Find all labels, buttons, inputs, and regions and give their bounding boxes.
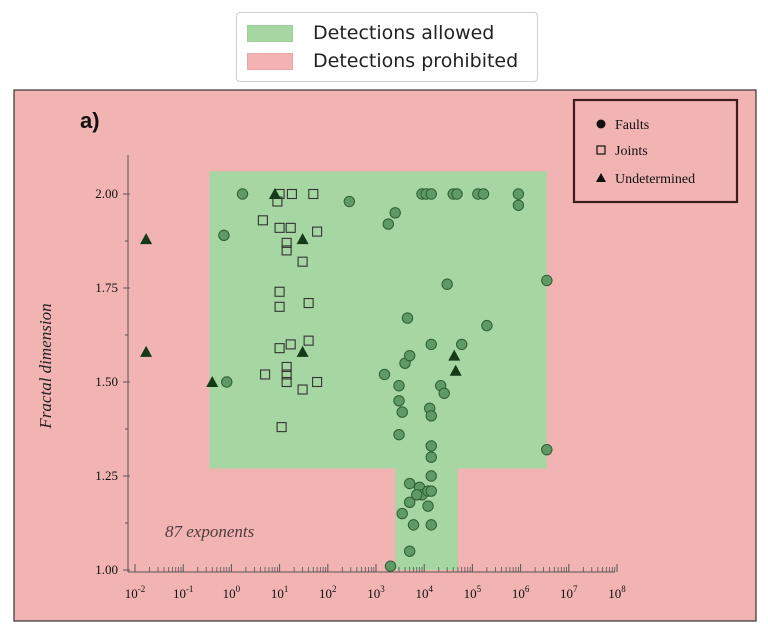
allowed-regions (209, 171, 547, 570)
inner-legend-frame (572, 98, 739, 204)
fault-point (396, 406, 408, 418)
fault-point (403, 496, 416, 509)
data-marks (140, 188, 553, 572)
joint-point (274, 222, 285, 233)
allowed-swatch (247, 24, 293, 42)
fault-point (425, 440, 437, 452)
legend-prohibited-label: Detections prohibited (313, 50, 519, 72)
joint-point (274, 301, 285, 312)
fault-point (441, 278, 453, 290)
fault-point (425, 470, 437, 482)
fault-point (396, 507, 408, 520)
fault-point (425, 519, 437, 531)
fault-point (512, 188, 525, 200)
fault-point (451, 188, 463, 200)
faults-marker-icon (596, 119, 606, 129)
joint-point (257, 215, 268, 226)
fault-point (481, 319, 493, 332)
fault-point (438, 387, 450, 399)
y-tick-label: 1.25 (95, 468, 118, 483)
fault-point (403, 349, 416, 362)
fault-point (541, 274, 553, 287)
panel-label: a) (80, 108, 100, 133)
legend-allowed-label: Detections allowed (313, 22, 495, 44)
fault-point (403, 477, 416, 490)
y-tick-label: 2.00 (95, 186, 118, 201)
fault-point (407, 519, 420, 531)
joint-point (303, 335, 314, 346)
main-legend: Detections allowed Detections prohibited (236, 12, 538, 82)
joint-point (260, 369, 271, 380)
fault-point (425, 451, 437, 463)
allowed-region-0 (209, 171, 547, 469)
inner-legend: Faults Joints Undetermined (572, 98, 739, 204)
joint-point (281, 376, 292, 388)
fault-point (477, 188, 490, 200)
joint-point (281, 245, 292, 256)
joints-marker-icon (596, 145, 606, 155)
fault-point (411, 489, 423, 501)
undetermined-point (140, 345, 153, 357)
fault-point (393, 380, 405, 392)
y-tick-label: 1.75 (95, 280, 118, 295)
fault-point (389, 207, 401, 219)
fault-point (221, 376, 233, 388)
undetermined-point (296, 233, 309, 245)
fault-point (425, 188, 437, 200)
joint-point (286, 188, 297, 200)
prohibited-swatch (247, 52, 293, 70)
fault-point (425, 338, 437, 351)
joint-point (276, 422, 287, 433)
fault-point (378, 368, 391, 381)
joint-point (303, 297, 314, 309)
fault-point (236, 188, 249, 200)
undetermined-point (140, 233, 153, 245)
y-tick-label: 1.50 (95, 374, 118, 389)
inner-legend-faults: Faults (615, 118, 649, 133)
undetermined-point (449, 364, 462, 376)
fault-point (218, 229, 230, 242)
fault-point (512, 199, 525, 211)
inner-legend-undetermined: Undetermined (615, 172, 695, 187)
y-axis-label: Fractal dimension (36, 303, 55, 429)
joint-point (297, 256, 308, 267)
undetermined-point (296, 345, 309, 357)
fault-point (541, 443, 553, 456)
fault-point (422, 500, 434, 512)
joint-point (281, 361, 292, 373)
joint-point (312, 226, 323, 237)
joint-point (285, 222, 296, 233)
annotation: 87 exponents (165, 522, 255, 541)
joint-point (285, 339, 296, 350)
legend-item-allowed: Detections allowed (247, 22, 495, 44)
undetermined-marker-icon (596, 173, 606, 182)
joint-point (274, 343, 285, 354)
joint-point (274, 286, 285, 297)
fault-point (456, 338, 468, 351)
fault-point (401, 312, 414, 324)
joint-point (312, 376, 323, 388)
undetermined-point (206, 376, 219, 387)
joint-point (281, 369, 292, 380)
legend-item-prohibited: Detections prohibited (247, 50, 519, 72)
joint-point (297, 384, 308, 395)
fault-point (425, 410, 437, 422)
fault-point (382, 218, 395, 230)
fault-point (425, 485, 437, 497)
joint-point (308, 188, 319, 200)
fault-point (393, 428, 405, 441)
y-tick-label: 1.00 (95, 562, 118, 577)
fault-point (343, 195, 356, 208)
undetermined-point (448, 349, 461, 361)
fault-point (384, 560, 397, 572)
undetermined-point (268, 188, 281, 199)
fault-point (393, 395, 405, 407)
fault-point (403, 545, 416, 557)
joint-point (281, 237, 292, 248)
inner-legend-joints: Joints (615, 144, 648, 159)
